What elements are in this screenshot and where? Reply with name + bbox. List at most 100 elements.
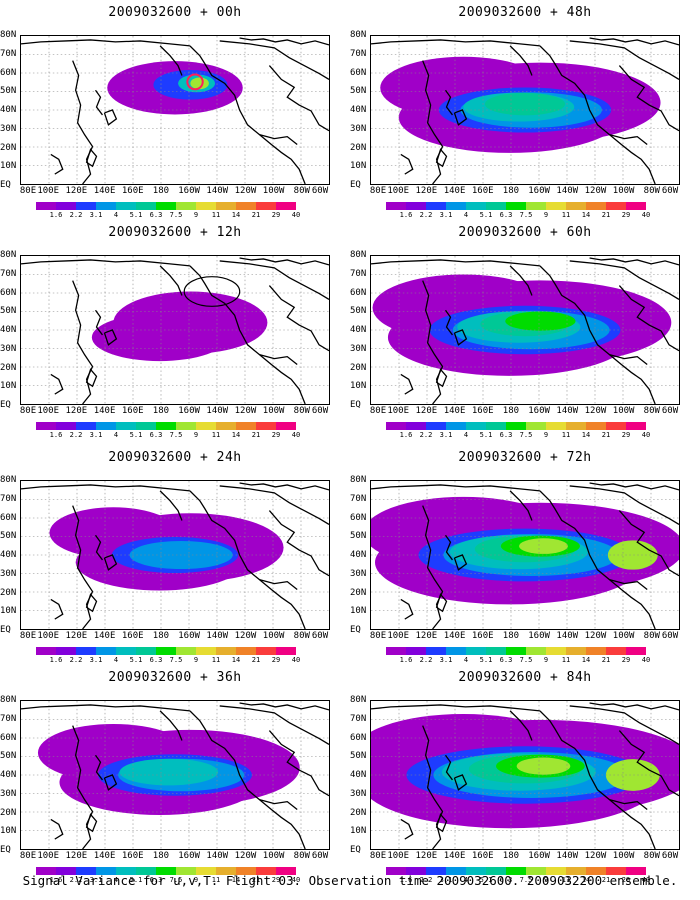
lat-tick-label: 10N [0, 826, 17, 837]
lon-tick-label: 80E [19, 186, 37, 196]
colorbar-label: 5.1 [479, 876, 493, 884]
variance-field [21, 701, 329, 849]
coastline [72, 280, 94, 404]
panel-title: 2009032600 + 84h [458, 670, 592, 685]
coastline [444, 534, 453, 561]
variance-field [371, 701, 679, 849]
lat-tick-label: EQ [0, 845, 11, 855]
colorbar-swatch [276, 202, 296, 210]
coastline [259, 354, 298, 366]
lon-tick-label: 120W [234, 406, 257, 416]
colorbar-swatch [486, 422, 506, 430]
colorbar-swatch [96, 647, 116, 655]
map-panel: 2009032600 + 84h 80N 70N 60N 50N 40N 30N 20N 10N… [350, 670, 680, 884]
colorbar-swatch [216, 422, 236, 430]
colorbar-swatch [236, 422, 256, 430]
variance-field [21, 36, 329, 184]
lon-tick-label: 120W [584, 186, 607, 196]
colorbar-label: 40 [641, 211, 651, 219]
colorbar-label: 1.6 [399, 211, 413, 219]
colorbar-swatch [96, 422, 116, 430]
variance-contour [190, 77, 209, 90]
coastline [50, 373, 64, 395]
colorbar-swatch [136, 867, 156, 875]
coastline [589, 37, 679, 46]
colorbar-label: 21 [601, 656, 611, 664]
lat-tick-label: EQ [0, 180, 11, 190]
lon-tick-label: 80W [293, 851, 310, 861]
coastline [239, 257, 329, 266]
lat-tick-label: 60N [0, 512, 17, 523]
coastline [509, 45, 533, 76]
coastline [85, 368, 98, 388]
coastline [72, 725, 94, 849]
colorbar-label: 29 [271, 876, 281, 884]
coastline [618, 65, 679, 132]
variance-contour [505, 311, 576, 331]
colorbar-swatch [216, 202, 236, 210]
colorbar-swatch [36, 202, 56, 210]
lon-tick-label: 160W [528, 851, 550, 861]
coastline [21, 484, 190, 492]
colorbar-label: 6.3 [499, 656, 513, 664]
colorbar-label: 40 [291, 211, 301, 219]
colorbar-swatch [506, 647, 526, 655]
lon-tick-label: 60W [311, 186, 329, 196]
colorbar-label: 11 [211, 431, 221, 439]
colorbar-swatch [386, 867, 406, 875]
colorbar-swatch [36, 867, 56, 875]
lat-tick-label: 80N [0, 250, 17, 260]
coastline [371, 484, 540, 492]
colorbar-label: 4 [463, 656, 469, 664]
map-panel: 2009032600 + 48h 80N 70N 60N 50N 40N 30N 20N 10N… [350, 5, 680, 219]
colorbar [36, 867, 296, 875]
colorbar-swatch [36, 647, 56, 655]
lon-tick-label: 120W [584, 851, 607, 861]
colorbar-label: 9 [543, 656, 549, 664]
coastline [259, 579, 298, 591]
variance-field [21, 256, 329, 404]
colorbar-swatch [116, 422, 136, 430]
coastline [400, 598, 414, 620]
coastline [239, 37, 329, 46]
coastline [539, 265, 656, 404]
colorbar-label: 6.3 [149, 431, 163, 439]
coastline [618, 285, 679, 352]
colorbar-label: 14 [231, 431, 241, 439]
colorbar-label: 3.1 [89, 876, 103, 884]
colorbar-label: 14 [581, 876, 591, 884]
colorbar-swatch [546, 867, 566, 875]
lon-tick-label: 100W [262, 851, 285, 861]
colorbar-label: 11 [211, 211, 221, 219]
colorbar-label: 3.1 [439, 211, 453, 219]
coastline [371, 259, 540, 267]
colorbar-label: 3.1 [439, 876, 453, 884]
variance-map [20, 700, 330, 850]
coastline [509, 710, 533, 741]
lat-tick-label: 10N [350, 606, 367, 617]
colorbar-label: 2.2 [69, 211, 83, 219]
colorbar-label: 40 [641, 431, 651, 439]
coastline [509, 490, 533, 521]
lat-tick-label: 50N [0, 751, 17, 762]
colorbar-swatch [526, 867, 546, 875]
lon-tick-label: 80W [643, 631, 660, 641]
lon-tick-label: 180 [502, 851, 520, 861]
coastline [453, 329, 468, 346]
lon-tick-label: 100E [37, 406, 60, 416]
coastline [94, 754, 103, 781]
lon-tick-label: 80E [19, 406, 37, 416]
lat-tick-label: 70N [350, 268, 367, 279]
colorbar-swatch [76, 202, 96, 210]
colorbar-label: 29 [271, 431, 281, 439]
lon-tick-label: 100W [612, 851, 635, 861]
coastline [569, 485, 679, 525]
lon-tick-label: 120W [584, 406, 607, 416]
colorbar-label: 2.2 [419, 211, 433, 219]
lat-tick-label: 50N [350, 306, 367, 317]
colorbar-label: 1.6 [49, 656, 63, 664]
lon-tick-label: 180 [152, 631, 170, 641]
lat-tick-label: 10N [350, 381, 367, 392]
lon-tick-label: 80E [369, 406, 387, 416]
lon-tick-label: 80E [19, 631, 37, 641]
